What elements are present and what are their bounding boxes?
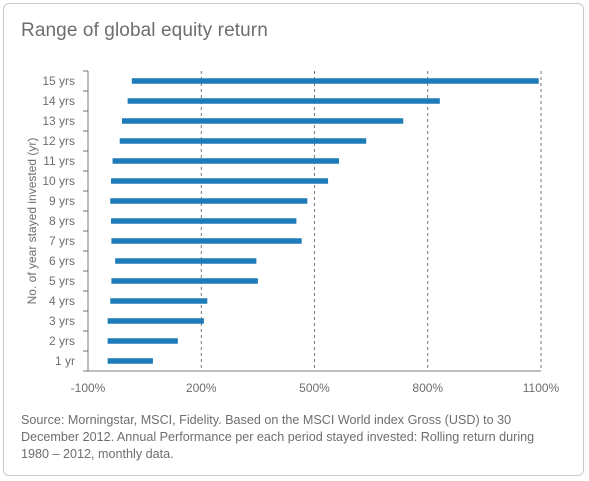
y-tick-labels: 1 yr 2 yrs 3 yrs 4 yrs 5 yrs 6 yrs 7 yrs 8 yrs 9…	[42, 74, 75, 368]
y-tick-label: 3 yrs	[49, 314, 75, 328]
bar	[115, 258, 257, 264]
source-note: Source: Morningstar, MSCI, Fidelity. Bas…	[21, 413, 535, 461]
bar	[107, 358, 153, 364]
bar	[121, 118, 404, 124]
bar	[119, 138, 367, 144]
y-tick-label: 9 yrs	[49, 194, 75, 208]
bar	[131, 78, 539, 84]
y-axis-label: No. of year stayed invested (yr)	[25, 138, 39, 305]
bar	[111, 278, 258, 284]
y-tick-label: 5 yrs	[49, 274, 75, 288]
y-tick-label: 1 yr	[55, 354, 75, 368]
bar	[107, 338, 178, 344]
bar	[111, 178, 329, 184]
y-tick-label: 13 yrs	[42, 114, 75, 128]
x-tick-label: 200%	[186, 381, 217, 395]
bar	[111, 238, 302, 244]
x-tick-label: 500%	[299, 381, 330, 395]
y-tick-label: 4 yrs	[49, 294, 75, 308]
bar	[127, 98, 440, 104]
x-tick-label: -100%	[71, 381, 106, 395]
y-tick-label: 14 yrs	[42, 94, 75, 108]
x-tick-labels: -100% 200% 500% 800% 1100%	[71, 381, 560, 395]
y-tick-label: 15 yrs	[42, 74, 75, 88]
y-tick-label: 12 yrs	[42, 134, 75, 148]
bar	[110, 198, 308, 204]
y-tick-label: 10 yrs	[42, 174, 75, 188]
y-axis-ticks	[83, 70, 88, 372]
y-tick-label: 8 yrs	[49, 214, 75, 228]
bars	[107, 78, 539, 364]
x-tick-label: 800%	[412, 381, 443, 395]
bar	[107, 318, 204, 324]
y-tick-label: 11 yrs	[43, 154, 75, 168]
y-tick-label: 6 yrs	[49, 254, 75, 268]
bar	[111, 218, 297, 224]
y-tick-label: 2 yrs	[49, 334, 75, 348]
chart-title: Range of global equity return	[21, 20, 268, 41]
range-bar-chart: 1 yr 2 yrs 3 yrs 4 yrs 5 yrs 6 yrs 7 yrs 8 yrs 9…	[25, 70, 560, 395]
bar	[112, 158, 340, 164]
bar	[110, 298, 208, 304]
y-tick-label: 7 yrs	[49, 234, 75, 248]
x-tick-label: 1100%	[523, 381, 560, 395]
